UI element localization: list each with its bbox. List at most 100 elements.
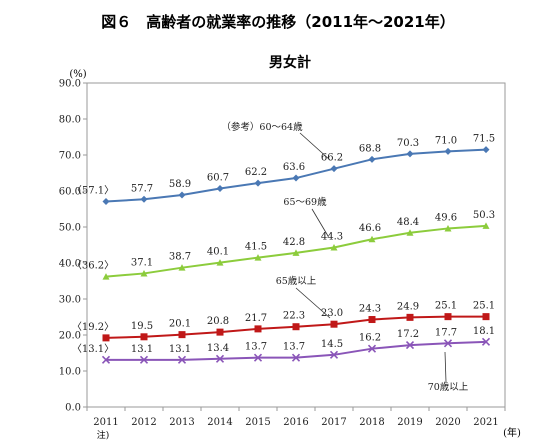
data-point bbox=[406, 150, 414, 158]
data-point bbox=[291, 353, 301, 362]
series-name-label: （参考）60～64歳 bbox=[221, 121, 303, 133]
x-tick-label: 2019 bbox=[397, 417, 422, 428]
data-point bbox=[140, 195, 148, 203]
data-label: 48.4 bbox=[397, 217, 419, 228]
data-label: 16.2 bbox=[359, 333, 381, 344]
x-tick-label: 2016 bbox=[283, 417, 308, 428]
data-label: 25.1 bbox=[435, 301, 457, 312]
x-tick-label: 2011 bbox=[93, 417, 118, 428]
x-tick-label: 2021 bbox=[473, 417, 498, 428]
data-label: 13.4 bbox=[207, 343, 229, 354]
data-point bbox=[406, 229, 414, 236]
data-label: 19.5 bbox=[131, 321, 153, 332]
data-label: 〈36.2〉 bbox=[72, 260, 114, 272]
x-tick-label: 2017 bbox=[321, 417, 346, 428]
y-tick-label: 40.0 bbox=[59, 259, 81, 270]
y-tick-label: 0.0 bbox=[65, 403, 81, 414]
data-label: 62.2 bbox=[245, 167, 267, 178]
plot-area bbox=[86, 82, 506, 408]
data-label: 23.0 bbox=[321, 308, 343, 319]
data-label: 42.8 bbox=[283, 237, 305, 248]
data-label: 60.7 bbox=[207, 172, 229, 183]
data-label: 24.3 bbox=[359, 304, 381, 315]
chart-title: 図６ 高齢者の就業率の推移（2011年～2021年） bbox=[101, 13, 455, 31]
data-point bbox=[330, 320, 338, 328]
data-label: 21.7 bbox=[245, 313, 267, 324]
data-label: 41.5 bbox=[245, 242, 267, 253]
data-point bbox=[140, 269, 148, 277]
data-label: 14.5 bbox=[321, 339, 343, 350]
data-label: 〈57.1〉 bbox=[72, 184, 114, 196]
data-label: 25.1 bbox=[473, 301, 495, 312]
data-point bbox=[330, 244, 338, 251]
series-layer bbox=[101, 146, 491, 364]
data-label: 38.7 bbox=[169, 252, 191, 263]
data-point bbox=[368, 235, 376, 243]
data-label: 13.7 bbox=[283, 342, 305, 353]
data-point bbox=[292, 174, 300, 182]
data-label: 63.6 bbox=[283, 162, 305, 173]
data-point bbox=[215, 354, 225, 363]
data-point bbox=[405, 341, 415, 350]
data-label: 44.3 bbox=[321, 232, 343, 243]
data-point bbox=[216, 259, 224, 266]
data-label: 17.7 bbox=[435, 327, 457, 338]
y-axis-unit-label: (%) bbox=[69, 69, 86, 80]
data-label: 20.8 bbox=[207, 316, 229, 327]
data-point bbox=[367, 344, 377, 353]
x-axis-unit-label: (年) bbox=[503, 426, 521, 439]
y-tick-label: 60.0 bbox=[59, 187, 81, 198]
data-label: 58.9 bbox=[169, 179, 191, 190]
data-point bbox=[216, 328, 224, 336]
data-point bbox=[482, 222, 490, 229]
data-label: 71.5 bbox=[473, 134, 495, 145]
x-axis: 2011 2012 2013 2014 2015 2016 2017 2018 2019 2020… bbox=[86, 407, 506, 428]
data-point bbox=[481, 337, 491, 346]
data-point bbox=[292, 323, 300, 331]
data-point bbox=[178, 191, 186, 199]
y-axis: 0.0 10.0 20.0 30.0 40.0 50.0 60.0 70.0 80.0 90.0 bbox=[59, 79, 87, 414]
data-point bbox=[102, 273, 110, 280]
data-point bbox=[102, 334, 110, 342]
data-point bbox=[406, 313, 414, 321]
data-point bbox=[482, 313, 490, 321]
data-point bbox=[330, 165, 338, 173]
x-tick-label: 2018 bbox=[359, 417, 384, 428]
data-label: 〈13.1〉 bbox=[72, 343, 114, 355]
x-tick-label: 2020 bbox=[435, 417, 460, 428]
data-label: 40.1 bbox=[207, 247, 229, 258]
data-label: 13.1 bbox=[131, 344, 153, 355]
series-2 bbox=[102, 313, 490, 342]
data-point bbox=[178, 331, 186, 339]
data-point bbox=[253, 353, 263, 362]
series-labels: （参考）60～64歳 65～69歳 65歳以上 70歳以上 bbox=[221, 121, 468, 393]
y-tick-label: 30.0 bbox=[59, 295, 81, 306]
data-label: 50.3 bbox=[473, 210, 495, 221]
series-label-leader bbox=[444, 351, 447, 383]
y-tick-label: 70.0 bbox=[59, 151, 81, 162]
data-point bbox=[178, 264, 186, 271]
series-name-label: 65歳以上 bbox=[276, 275, 317, 287]
series-label-leader bbox=[295, 287, 331, 319]
data-point bbox=[292, 249, 300, 256]
chart-subtitle: 男女計 bbox=[269, 54, 311, 71]
series-label-leader bbox=[299, 132, 331, 161]
y-tick-label: 90.0 bbox=[59, 79, 81, 90]
data-point bbox=[329, 350, 339, 359]
data-point bbox=[254, 179, 262, 187]
data-point bbox=[482, 146, 490, 154]
data-label: 70.3 bbox=[397, 138, 419, 149]
data-label: 13.7 bbox=[245, 342, 267, 353]
y-tick-label: 20.0 bbox=[59, 331, 81, 342]
data-label: 24.9 bbox=[397, 301, 419, 312]
data-point bbox=[140, 333, 148, 341]
data-point bbox=[368, 316, 376, 324]
data-point bbox=[254, 325, 262, 333]
data-point bbox=[444, 224, 452, 232]
data-label: 68.8 bbox=[359, 143, 381, 154]
series-1 bbox=[102, 222, 490, 280]
data-point bbox=[177, 355, 187, 364]
data-point bbox=[368, 155, 376, 163]
x-tick-label: 2013 bbox=[169, 417, 194, 428]
